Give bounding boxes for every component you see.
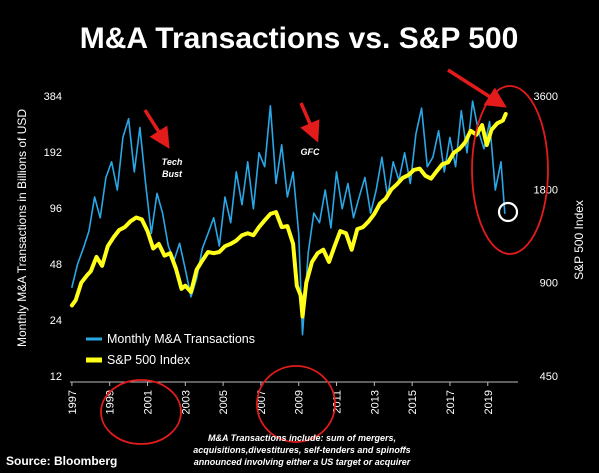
tech-bust-arrow (143, 109, 170, 149)
x-tick-label: 1997 (67, 390, 79, 414)
recent-point-circle (497, 201, 519, 223)
x-tick-label: 2005 (218, 390, 230, 414)
y-right-tick-label: 1800 (534, 184, 558, 196)
legend-label-ma: Monthly M&A Transactions (107, 332, 255, 346)
x-tick-label: 1999 (105, 390, 117, 414)
x-tick-label: 2013 (369, 390, 381, 414)
gfc-arrow (299, 102, 320, 143)
x-tick-label: 2001 (143, 390, 155, 414)
axis-ticks: 1997 1999 2001 2003 2005 2007 2009 2011 2013 2015… (44, 91, 558, 414)
xtick-2007-2009-highlight (256, 365, 336, 443)
y-right-tick-label: 3600 (534, 91, 558, 103)
y-axis-right-label: S&P 500 Index (572, 200, 586, 280)
source-note: Source: Bloomberg (6, 454, 117, 468)
chart-title: M&A Transactions vs. S&P 500 (80, 22, 519, 55)
footnote-line-3: announced involving either a US target o… (194, 457, 411, 467)
x-tick-label: 2017 (445, 390, 457, 414)
recent-highlight-ellipse (471, 85, 549, 255)
x-tick-label: 2015 (407, 390, 419, 414)
series-line-ma-transactions (71, 100, 506, 336)
tech-bust-label-line1: Tech (162, 157, 183, 167)
y-left-tick-label: 192 (44, 147, 62, 159)
gfc-label: GFC (301, 147, 320, 157)
y-left-tick-label: 96 (50, 203, 62, 215)
footnote-line-1: M&A Transactions include: sum of mergers… (208, 433, 396, 443)
y-axis-left-label: Monthly M&A Transactions in Billions of … (15, 109, 29, 347)
x-tick-label: 2019 (483, 390, 495, 414)
plot-area (69, 100, 508, 336)
footnote-line-2: acquisitions,divestitures, self-tenders … (193, 445, 410, 455)
y-left-tick-label: 12 (50, 371, 62, 383)
recent-arrow (447, 68, 507, 108)
legend: Monthly M&A Transactions S&P 500 Index (86, 332, 255, 367)
legend-label-sp500: S&P 500 Index (107, 353, 191, 367)
y-left-tick-label: 24 (50, 315, 62, 327)
y-right-tick-label: 900 (540, 278, 558, 290)
x-tick-label: 2003 (180, 390, 192, 414)
x-tick-label: 2009 (294, 390, 306, 414)
x-tick-label: 2007 (256, 390, 268, 414)
series-line-sp500 (69, 112, 508, 319)
y-right-tick-label: 450 (540, 371, 558, 383)
y-left-tick-label: 384 (44, 91, 62, 103)
xtick-1999-2001-highlight (100, 379, 182, 445)
footnote: M&A Transactions include: sum of mergers… (193, 433, 410, 467)
tech-bust-label-line2: Bust (162, 169, 183, 179)
y-left-tick-label: 48 (50, 259, 62, 271)
annotations: Tech Bust GFC (100, 68, 549, 445)
